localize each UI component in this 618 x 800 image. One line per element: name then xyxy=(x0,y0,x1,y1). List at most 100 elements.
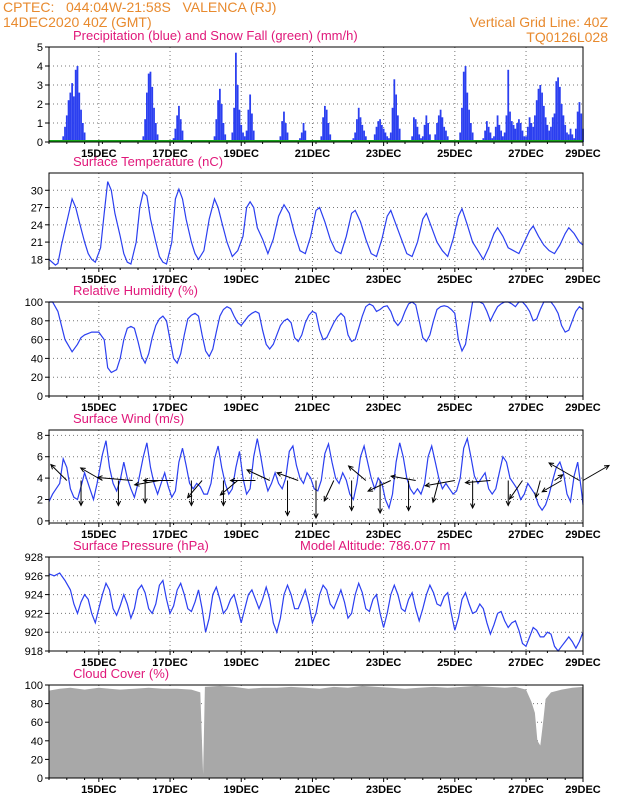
precip-bar xyxy=(567,134,570,142)
precip-bar xyxy=(423,124,426,142)
wind-vector-head xyxy=(276,471,283,477)
precip-bar xyxy=(181,130,184,142)
precip-bar xyxy=(329,134,332,142)
wind-vector-head xyxy=(534,492,540,499)
precip-date-label: 27DEC xyxy=(508,148,544,160)
wind-vector-head xyxy=(541,487,548,493)
precip-bar xyxy=(576,111,579,142)
temperature-ytick-label: 24 xyxy=(31,220,43,232)
temperature-ytick-label: 21 xyxy=(31,237,43,249)
precip-bar xyxy=(489,132,492,142)
precip-bar xyxy=(548,130,551,142)
humidity-ytick-label: 40 xyxy=(31,353,43,365)
wind-vector-head xyxy=(79,467,86,473)
precip-frame xyxy=(48,46,584,143)
wind-vector-head xyxy=(78,500,84,507)
precip-bar xyxy=(361,124,364,142)
precip-bar xyxy=(281,121,284,142)
precip-bar xyxy=(389,132,392,142)
cloud-date-label: 15DEC xyxy=(81,784,117,796)
precip-bar xyxy=(469,123,472,142)
precip-bar xyxy=(283,111,285,142)
cloud-ytick-label: 40 xyxy=(31,736,43,748)
precip-ytick-label: 1 xyxy=(37,118,43,130)
humidity-title: Relative Humidity (%) xyxy=(73,283,198,298)
wind-vector-head xyxy=(229,477,236,484)
temperature-frame xyxy=(48,172,584,269)
precip-date-label: 23DEC xyxy=(366,148,402,160)
precip-bar xyxy=(154,123,157,142)
humidity-date-label: 27DEC xyxy=(508,402,544,414)
wind-vector-head xyxy=(424,482,431,488)
precip-bar xyxy=(503,132,506,142)
temperature-plot-area xyxy=(49,173,583,268)
precip-bar xyxy=(375,126,378,142)
wind-vector-head xyxy=(219,490,226,496)
wind-title: Surface Wind (m/s) xyxy=(73,411,184,426)
wind-line xyxy=(48,436,584,512)
humidity-ytick-label: 60 xyxy=(31,335,43,347)
precip-bar xyxy=(494,126,497,142)
wind-vector-head xyxy=(389,474,397,480)
wind-date-label: 23DEC xyxy=(366,529,402,541)
pressure-date-label: 15DEC xyxy=(81,657,117,669)
cloud-ytick-label: 20 xyxy=(31,754,43,766)
precip-bar xyxy=(516,123,519,142)
pressure-date-label: 23DEC xyxy=(366,657,402,669)
precip-bar xyxy=(67,100,70,142)
precip-bar xyxy=(357,107,360,142)
precip-bar xyxy=(464,66,467,142)
wind-vector-head xyxy=(557,474,564,480)
precip-bar xyxy=(535,100,538,142)
precip-bar xyxy=(550,126,552,142)
precip-bar xyxy=(176,115,179,142)
wind-vector-head xyxy=(96,475,103,481)
temperature-date-label: 17DEC xyxy=(152,274,188,286)
precip-bar xyxy=(557,77,559,142)
precip-bar xyxy=(218,88,221,142)
wind-ytick-label: 4 xyxy=(37,473,43,485)
wind-date-label: 25DEC xyxy=(437,529,473,541)
precip-bar xyxy=(445,130,447,142)
precip-ytick-label: 3 xyxy=(37,80,43,92)
humidity-ytick-label: 0 xyxy=(37,391,43,403)
pressure-date-label: 25DEC xyxy=(437,657,473,669)
precip-bar xyxy=(484,130,486,142)
precip-bar xyxy=(555,81,558,142)
precip-bar xyxy=(569,128,572,142)
precip-bar xyxy=(174,128,177,142)
pressure-date-label: 17DEC xyxy=(152,657,188,669)
precip-bar xyxy=(574,128,577,142)
precip-bar xyxy=(395,94,397,142)
precip-bar xyxy=(439,109,442,142)
precip-bar xyxy=(468,109,470,142)
precip-bar xyxy=(233,107,236,142)
precip-bar xyxy=(436,123,438,142)
wind-vector-shaft xyxy=(425,480,455,487)
precip-bar xyxy=(304,130,307,142)
humidity-line xyxy=(49,301,584,374)
precip-bar xyxy=(80,109,82,142)
precip-bar xyxy=(222,123,225,142)
temperature-ytick-label: 18 xyxy=(31,254,43,266)
wind-vector-head xyxy=(246,469,253,475)
cloud-title: Cloud Cover (%) xyxy=(73,666,169,681)
precip-bar xyxy=(446,136,449,142)
precip-bar xyxy=(461,107,463,142)
precip-bar xyxy=(398,128,401,142)
temperature-line xyxy=(48,181,584,266)
wind-vector-head xyxy=(348,505,355,512)
humidity-date-label: 23DEC xyxy=(366,402,402,414)
precip-ytick-label: 4 xyxy=(37,61,43,73)
wind-vector-shaft xyxy=(582,465,610,481)
precip-bar xyxy=(534,115,536,142)
temperature-ytick-label: 27 xyxy=(31,203,43,215)
wind-vector-shaft xyxy=(367,480,391,492)
precip-bar xyxy=(224,134,227,142)
wind-vector-head xyxy=(548,462,555,468)
wind-vector-shaft xyxy=(465,480,491,484)
wind-vector-shaft xyxy=(554,474,563,481)
precip-bar xyxy=(532,126,535,142)
precip-bar xyxy=(78,92,81,142)
